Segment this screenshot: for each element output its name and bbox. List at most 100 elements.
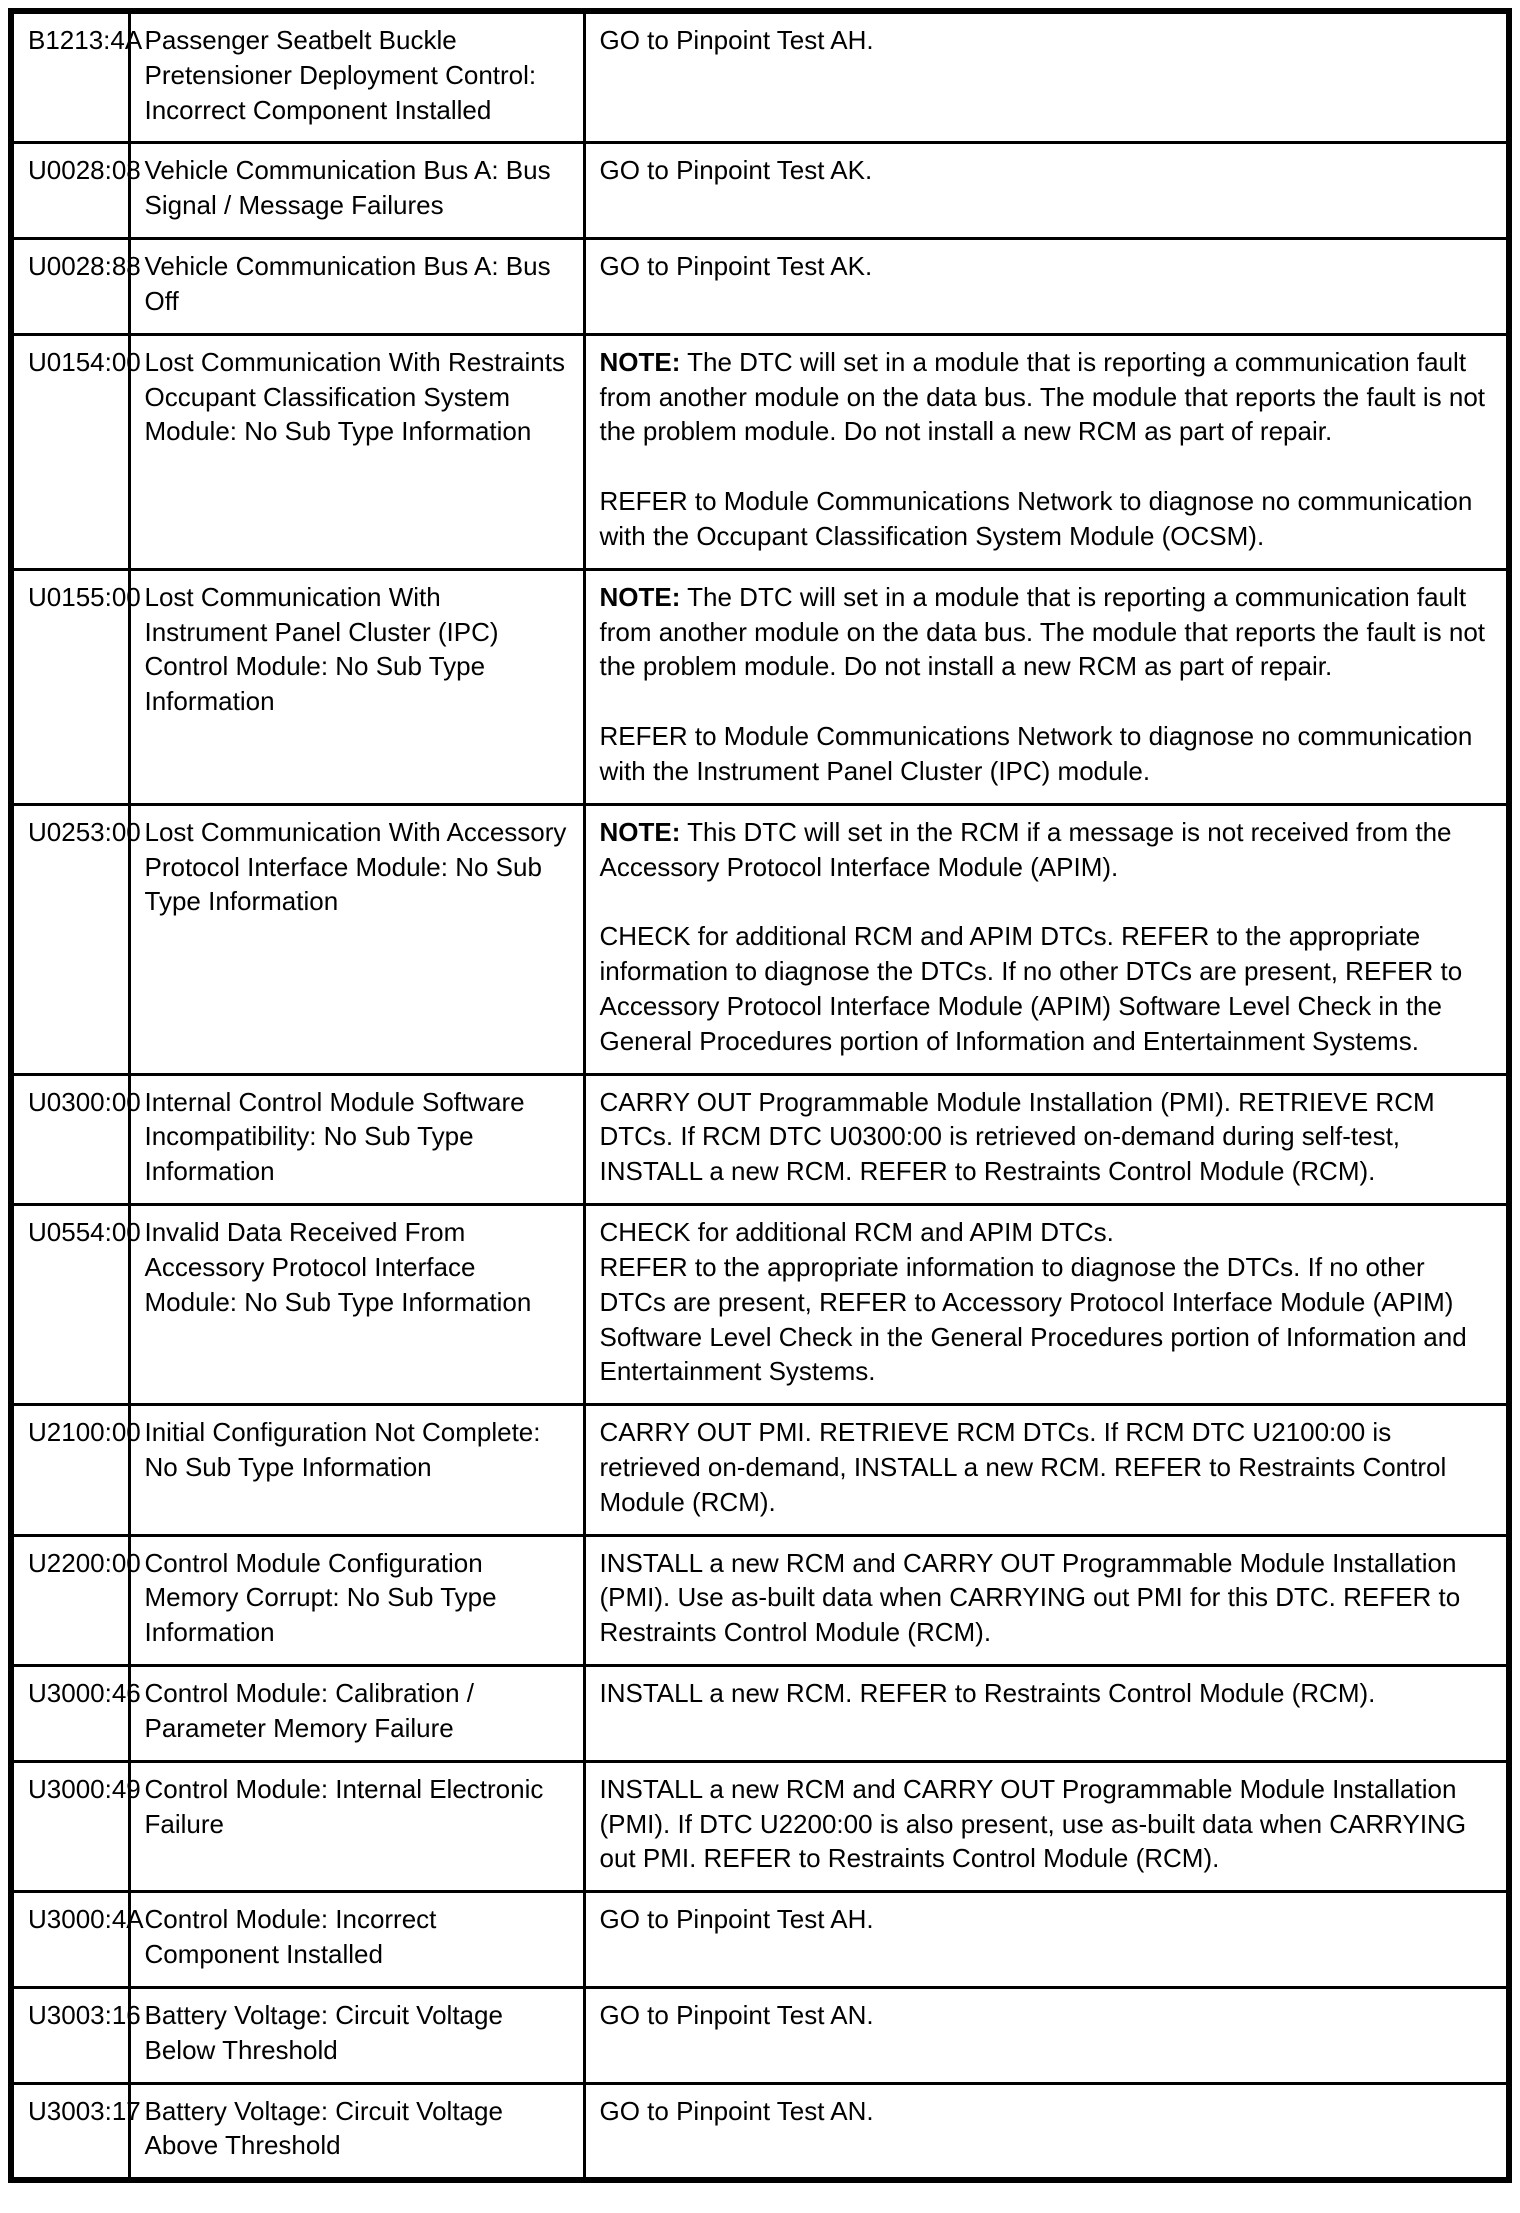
description-text: Passenger Seatbelt Buckle Pretensioner D… bbox=[144, 25, 537, 125]
dtc-description-cell: Internal Control Module Software Incompa… bbox=[127, 1072, 586, 1207]
dtc-description-cell: Initial Configuration Not Complete: No S… bbox=[127, 1403, 586, 1537]
action-paragraph: GO to Pinpoint Test AH. bbox=[599, 25, 874, 55]
dtc-code-cell: U0028:88 bbox=[9, 237, 141, 336]
table-row: U0028:88 Vehicle Communication Bus A: Bu… bbox=[9, 237, 1511, 336]
description-text: Lost Communication With Accessory Protoc… bbox=[144, 816, 567, 917]
dtc-code-cell: U0154:00 bbox=[9, 332, 141, 571]
table-row: U3000:46 Control Module: Calibration / P… bbox=[9, 1664, 1511, 1763]
description-text: Lost Communication With Instrument Panel… bbox=[144, 581, 499, 717]
description-text: Battery Voltage: Circuit Voltage Above T… bbox=[144, 2095, 503, 2161]
dtc-description-cell: Lost Communication With Accessory Protoc… bbox=[127, 802, 586, 1076]
dtc-code-cell: U0028:08 bbox=[9, 141, 141, 241]
dtc-code-cell: U3000:46 bbox=[9, 1664, 141, 1763]
action-paragraph: GO to Pinpoint Test AK. bbox=[599, 155, 873, 186]
dtc-action-cell: NOTE: The DTC will set in a module that … bbox=[582, 332, 1511, 571]
dtc-action-cell: INSTALL a new RCM and CARRY OUT Programm… bbox=[582, 1759, 1511, 1894]
description-text: Control Module Configuration Memory Corr… bbox=[144, 1547, 497, 1648]
dtc-code-cell: U2100:00 bbox=[9, 1403, 141, 1537]
action-paragraph: GO to Pinpoint Test AN. bbox=[599, 2095, 874, 2126]
dtc-code-cell: U0253:00 bbox=[9, 802, 141, 1076]
dtc-description-cell: Lost Communication With Instrument Panel… bbox=[127, 567, 586, 806]
action-paragraph: GO to Pinpoint Test AK. bbox=[599, 251, 873, 282]
dtc-action-cell: GO to Pinpoint Test AH. bbox=[582, 9, 1511, 145]
dtc-description-cell: Lost Communication With Restraints Occup… bbox=[127, 332, 586, 571]
action-paragraph: INSTALL a new RCM. REFER to Restraints C… bbox=[599, 1678, 1376, 1709]
action-paragraph: INSTALL a new RCM and CARRY OUT Programm… bbox=[599, 1547, 1461, 1648]
dtc-code-cell: B1213:4A bbox=[9, 9, 142, 145]
dtc-action-cell: CARRY OUT Programmable Module Installati… bbox=[582, 1072, 1511, 1207]
dtc-description-cell: Control Module Configuration Memory Corr… bbox=[127, 1533, 586, 1668]
action-paragraph: CARRY OUT Programmable Module Installati… bbox=[599, 1086, 1435, 1187]
dtc-action-cell: GO to Pinpoint Test AH. bbox=[582, 1890, 1511, 1989]
description-text: Internal Control Module Software Incompa… bbox=[144, 1086, 525, 1187]
description-text: Control Module: Internal Electronic Fail… bbox=[144, 1773, 544, 1839]
description-text: Control Module: Calibration / Parameter … bbox=[144, 1678, 475, 1743]
dtc-action-cell: GO to Pinpoint Test AN. bbox=[582, 2081, 1511, 2182]
table-row: U3003:16 Battery Voltage: Circuit Voltag… bbox=[9, 1985, 1511, 2085]
dtc-description-cell: Passenger Seatbelt Buckle Pretensioner D… bbox=[127, 9, 586, 145]
description-text: Initial Configuration Not Complete: No S… bbox=[144, 1417, 541, 1482]
note-label: NOTE: bbox=[599, 346, 681, 377]
dtc-action-cell: GO to Pinpoint Test AK. bbox=[582, 141, 1511, 241]
dtc-code-cell: U3003:16 bbox=[9, 1985, 141, 2085]
dtc-action-cell: INSTALL a new RCM. REFER to Restraints C… bbox=[582, 1664, 1511, 1763]
dtc-description-cell: Vehicle Communication Bus A: Bus Off bbox=[127, 237, 586, 336]
note-label: NOTE: bbox=[599, 816, 681, 847]
description-text: Vehicle Communication Bus A: Bus Off bbox=[144, 251, 551, 316]
dtc-action-cell: INSTALL a new RCM and CARRY OUT Programm… bbox=[582, 1533, 1511, 1668]
description-text: Lost Communication With Restraints Occup… bbox=[144, 346, 565, 447]
dtc-action-cell: NOTE: This DTC will set in the RCM if a … bbox=[582, 802, 1511, 1076]
note-label: NOTE: bbox=[599, 581, 681, 612]
dtc-code-cell: U2200:00 bbox=[9, 1533, 141, 1668]
dtc-description-cell: Control Module: Calibration / Parameter … bbox=[127, 1664, 586, 1763]
table-row: U0155:00 Lost Communication With Instrum… bbox=[9, 567, 1511, 806]
dtc-table-body: B1213:4A Passenger Seatbelt Buckle Prete… bbox=[9, 9, 1511, 2182]
dtc-action-cell: CARRY OUT PMI. RETRIEVE RCM DTCs. If RCM… bbox=[582, 1403, 1511, 1537]
dtc-table: B1213:4A Passenger Seatbelt Buckle Prete… bbox=[8, 8, 1512, 2184]
dtc-code-cell: U3000:49 bbox=[9, 1759, 141, 1894]
table-row: U0300:00 Internal Control Module Softwar… bbox=[9, 1072, 1511, 1207]
table-row: U3003:17 Battery Voltage: Circuit Voltag… bbox=[9, 2081, 1511, 2182]
table-row: U0154:00 Lost Communication With Restrai… bbox=[9, 332, 1511, 571]
action-paragraph: GO to Pinpoint Test AN. bbox=[599, 1999, 874, 2030]
action-paragraph: REFER to Module Communications Network t… bbox=[599, 721, 1473, 786]
action-paragraph: NOTE: This DTC will set in the RCM if a … bbox=[599, 816, 1452, 882]
action-paragraph: NOTE: The DTC will set in a module that … bbox=[599, 346, 1486, 447]
dtc-code-cell: U0155:00 bbox=[9, 567, 141, 806]
dtc-code-cell: U3000:4A bbox=[9, 1890, 144, 1989]
action-paragraph: REFER to the appropriate information to … bbox=[599, 1251, 1467, 1387]
description-text: Control Module: Incorrect Component Inst… bbox=[144, 1904, 437, 1970]
action-paragraph: NOTE: The DTC will set in a module that … bbox=[599, 581, 1486, 682]
dtc-description-cell: Battery Voltage: Circuit Voltage Above T… bbox=[127, 2081, 586, 2182]
table-row: U2100:00 Initial Configuration Not Compl… bbox=[9, 1403, 1511, 1537]
table-row: U3000:4A Control Module: Incorrect Compo… bbox=[9, 1890, 1511, 1989]
description-text: Invalid Data Received From Accessory Pro… bbox=[144, 1217, 532, 1317]
action-paragraph: REFER to Module Communications Network t… bbox=[599, 486, 1473, 551]
table-row: U0554:00 Invalid Data Received From Acce… bbox=[9, 1203, 1511, 1407]
dtc-code-cell: U0300:00 bbox=[9, 1072, 141, 1207]
dtc-code-cell: U0554:00 bbox=[9, 1203, 141, 1407]
dtc-description-cell: Battery Voltage: Circuit Voltage Below T… bbox=[127, 1985, 586, 2085]
action-paragraph: CARRY OUT PMI. RETRIEVE RCM DTCs. If RCM… bbox=[599, 1417, 1447, 1517]
dtc-code-cell: U3003:17 bbox=[9, 2081, 141, 2182]
action-paragraph: INSTALL a new RCM and CARRY OUT Programm… bbox=[599, 1773, 1467, 1874]
dtc-description-cell: Control Module: Incorrect Component Inst… bbox=[127, 1890, 586, 1989]
description-text: Vehicle Communication Bus A: Bus Signal … bbox=[144, 155, 551, 221]
dtc-action-cell: GO to Pinpoint Test AN. bbox=[582, 1985, 1511, 2085]
table-row: U0028:08 Vehicle Communication Bus A: Bu… bbox=[9, 141, 1511, 241]
dtc-action-cell: CHECK for additional RCM and APIM DTCs. R… bbox=[582, 1203, 1511, 1407]
dtc-description-cell: Invalid Data Received From Accessory Pro… bbox=[127, 1203, 586, 1407]
dtc-action-cell: GO to Pinpoint Test AK. bbox=[582, 237, 1511, 336]
dtc-description-cell: Vehicle Communication Bus A: Bus Signal … bbox=[127, 141, 586, 241]
description-text: Battery Voltage: Circuit Voltage Below T… bbox=[144, 1999, 503, 2065]
action-paragraph: CHECK for additional RCM and APIM DTCs. bbox=[599, 1217, 1114, 1248]
table-row: U0253:00 Lost Communication With Accesso… bbox=[9, 802, 1511, 1076]
table-row: B1213:4A Passenger Seatbelt Buckle Prete… bbox=[9, 9, 1511, 145]
table-row: U3000:49 Control Module: Internal Electr… bbox=[9, 1759, 1511, 1894]
table-row: U2200:00 Control Module Configuration Me… bbox=[9, 1533, 1511, 1668]
dtc-action-cell: NOTE: The DTC will set in a module that … bbox=[582, 567, 1511, 806]
action-paragraph: GO to Pinpoint Test AH. bbox=[599, 1904, 874, 1935]
action-paragraph: CHECK for additional RCM and APIM DTCs. … bbox=[599, 921, 1463, 1056]
dtc-description-cell: Control Module: Internal Electronic Fail… bbox=[127, 1759, 586, 1894]
